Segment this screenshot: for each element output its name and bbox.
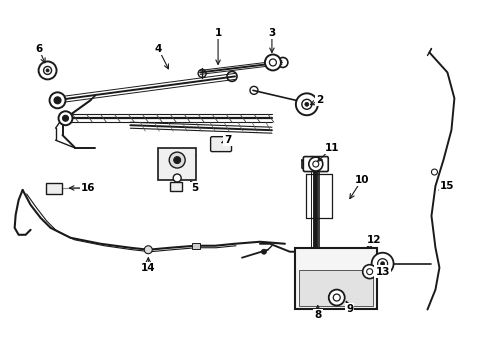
- Text: 6: 6: [35, 44, 42, 54]
- Circle shape: [39, 62, 57, 80]
- Text: 2: 2: [316, 95, 323, 105]
- Circle shape: [49, 92, 65, 108]
- Circle shape: [328, 289, 344, 306]
- Bar: [294, 248, 376, 310]
- Text: 1: 1: [214, 28, 221, 37]
- Text: 12: 12: [366, 235, 380, 245]
- Circle shape: [54, 97, 61, 104]
- Text: 16: 16: [81, 183, 96, 193]
- Circle shape: [264, 54, 280, 71]
- Circle shape: [261, 249, 266, 254]
- FancyBboxPatch shape: [210, 137, 231, 152]
- Bar: [298, 270, 372, 306]
- Circle shape: [173, 174, 181, 182]
- FancyBboxPatch shape: [303, 157, 327, 171]
- Text: 15: 15: [439, 181, 454, 191]
- Circle shape: [304, 102, 308, 106]
- Circle shape: [371, 253, 393, 275]
- Text: 8: 8: [313, 310, 321, 320]
- Circle shape: [173, 157, 180, 163]
- Circle shape: [62, 115, 68, 121]
- Circle shape: [295, 93, 317, 115]
- Bar: [192, 243, 200, 249]
- Circle shape: [362, 265, 376, 279]
- Bar: [158, 148, 196, 180]
- Text: 13: 13: [375, 267, 389, 276]
- Text: 3: 3: [268, 28, 275, 37]
- Circle shape: [144, 246, 152, 254]
- Circle shape: [46, 69, 49, 72]
- Circle shape: [59, 111, 72, 125]
- Text: 11: 11: [324, 143, 338, 153]
- Text: 4: 4: [154, 44, 162, 54]
- Bar: [45, 183, 61, 194]
- Circle shape: [169, 152, 185, 168]
- Text: 14: 14: [141, 263, 155, 273]
- Text: 7: 7: [224, 135, 231, 145]
- Bar: [170, 182, 182, 191]
- Circle shape: [308, 157, 322, 171]
- Circle shape: [430, 169, 437, 175]
- Text: 10: 10: [354, 175, 368, 185]
- Text: 9: 9: [346, 305, 352, 315]
- Circle shape: [380, 262, 384, 266]
- Text: 5: 5: [191, 183, 198, 193]
